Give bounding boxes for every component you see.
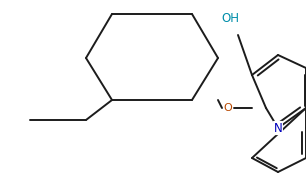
Text: O: O <box>224 103 232 113</box>
Text: N: N <box>274 121 282 135</box>
Text: OH: OH <box>221 11 239 24</box>
